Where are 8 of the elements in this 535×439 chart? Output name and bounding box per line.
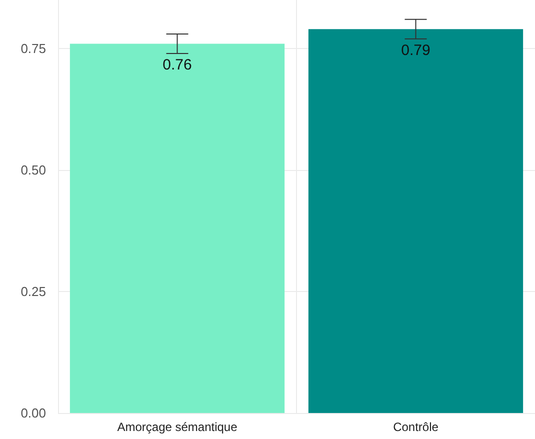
y-tick-label: 0.25 (20, 284, 46, 300)
y-tick-label: 0.00 (20, 406, 46, 420)
x-tick-label: Amorçage sémantique (117, 420, 238, 434)
data-label: 0.76 (162, 56, 192, 74)
x-tick-label: Contrôle (393, 420, 439, 434)
y-tick-label: 0.75 (20, 41, 46, 56)
y-tick-label: 0.50 (20, 162, 46, 178)
data-label: 0.79 (401, 42, 430, 60)
